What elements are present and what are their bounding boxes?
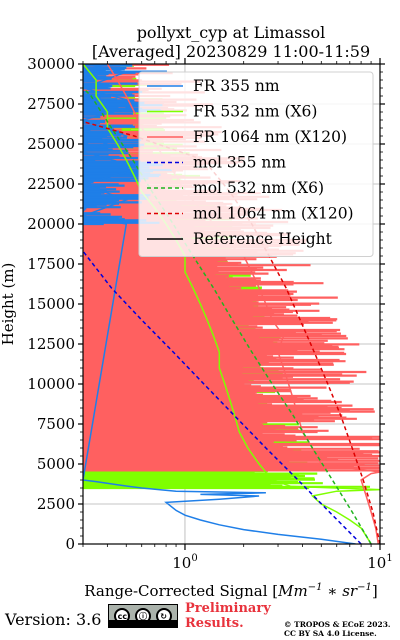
y-tick-label: 15000 — [27, 295, 75, 313]
y-tick-label: 10000 — [27, 375, 75, 393]
preliminary-note: Preliminary Results. — [185, 601, 271, 631]
legend-label-4: mol 532 nm (X6) — [193, 179, 324, 197]
legend-label-0: FR 355 nm — [193, 77, 280, 95]
y-tick-label: 5000 — [37, 455, 75, 473]
y-axis-label: Height (m) — [0, 263, 17, 346]
version-label: Version: 3.6 — [5, 610, 102, 629]
preliminary-line2: Results. — [185, 616, 244, 631]
preliminary-line1: Preliminary — [185, 601, 271, 616]
y-tick-label: 0 — [65, 535, 75, 553]
series-line-5 — [83, 120, 380, 544]
y-tick-label: 20000 — [27, 215, 75, 233]
legend: FR 355 nm FR 532 nm (X6) FR 1064 nm (X120)… — [138, 71, 374, 257]
y-tick-label: 17500 — [27, 255, 75, 273]
legend-label-2: FR 1064 nm (X120) — [193, 128, 347, 146]
x-tick-label: 100 — [172, 553, 197, 572]
y-tick-label: 2500 — [37, 495, 75, 513]
x-axis-label: Range-Corrected Signal [Mm−1 ∗ sr−1] — [84, 582, 377, 600]
y-tick-label: 30000 — [27, 55, 75, 73]
legend-label-3: mol 355 nm — [193, 154, 286, 172]
legend-label-1: FR 532 nm (X6) — [193, 103, 317, 121]
y-tick-label: 22500 — [27, 175, 75, 193]
y-tick-label: 25000 — [27, 135, 75, 153]
copyright-note: © TROPOS & ECoE 2023. CC BY SA 4.0 Licen… — [284, 620, 391, 638]
cc-license-badge: cc ⓘ ↻ — [108, 604, 178, 628]
series-line-4 — [83, 87, 372, 544]
y-tick-label: 7500 — [37, 415, 75, 433]
legend-box — [138, 71, 374, 257]
y-tick-label: 27500 — [27, 95, 75, 113]
chart-subtitle: [Averaged] 20230829 11:00-11:59 — [92, 42, 370, 61]
series-line-0 — [83, 64, 356, 544]
copyright-line2: CC BY SA 4.0 License. — [284, 629, 377, 638]
x-tick-label: 101 — [367, 553, 392, 572]
legend-label-5: mol 1064 nm (X120) — [193, 205, 354, 223]
cc-label-bar — [109, 620, 177, 627]
chart-title: pollyxt_cyp at Limassol — [137, 23, 326, 42]
legend-label-6: Reference Height — [193, 230, 333, 248]
copyright-line1: © TROPOS & ECoE 2023. — [284, 620, 391, 629]
y-axis: 0 2500 5000 7500 10000 12500 15000 17500 20000 22… — [27, 55, 385, 553]
series-line-1 — [83, 64, 380, 544]
y-tick-label: 12500 — [27, 335, 75, 353]
